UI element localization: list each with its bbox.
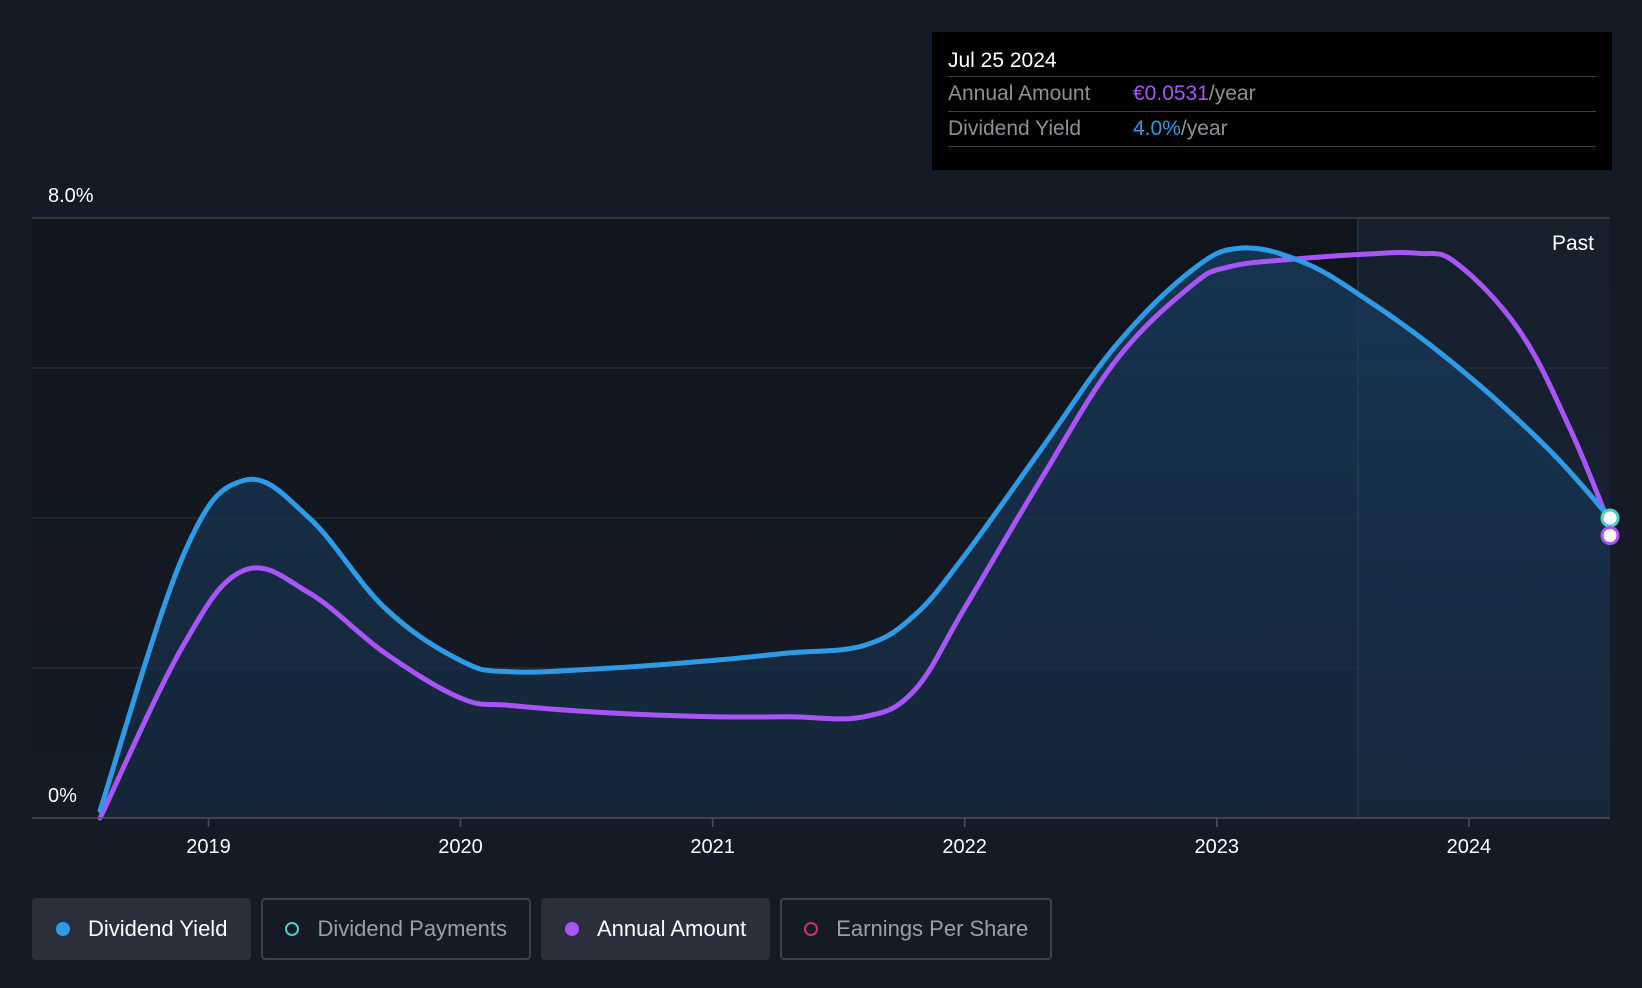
- x-tick-label: 2020: [438, 836, 483, 858]
- x-tick-label: 2023: [1195, 836, 1240, 858]
- legend-dividend-yield[interactable]: Dividend Yield: [32, 898, 252, 960]
- tooltip-unit: /year: [1180, 117, 1228, 140]
- tooltip-value: €0.0531: [1133, 82, 1209, 105]
- legend-annual-amount[interactable]: Annual Amount: [540, 898, 771, 960]
- y-tick-top: 8.0%: [48, 185, 94, 207]
- dividend-yield-end-marker: [1600, 508, 1620, 528]
- legend-label: Earnings Per Share: [836, 916, 1029, 941]
- dividend-yield-line: [97, 245, 1613, 813]
- tooltip-row-dividend-yield: Dividend Yield 4.0% /year: [948, 111, 1596, 147]
- y-tick-bottom: 0%: [48, 785, 77, 807]
- dividend-yield-area: [100, 247, 1611, 818]
- legend-label: Annual Amount: [596, 916, 747, 941]
- tooltip-label: Dividend Yield: [948, 117, 1082, 140]
- legend-label: Dividend Yield: [88, 916, 228, 941]
- legend-dividend-payments[interactable]: Dividend Payments: [261, 898, 531, 960]
- x-tick-label: 2021: [690, 836, 735, 858]
- legend-earnings-per-share[interactable]: Earnings Per Share: [780, 898, 1053, 960]
- tooltip-panel: Jul 25 2024 Annual Amount €0.0531 /year …: [932, 32, 1612, 170]
- tooltip-unit: /year: [1208, 82, 1256, 105]
- annual-amount-line: [97, 249, 1613, 821]
- legend-label: Dividend Payments: [317, 916, 507, 941]
- legend-dot-icon: [564, 922, 579, 936]
- annual-amount-end-marker: [1600, 526, 1620, 545]
- legend-dot-icon: [804, 922, 819, 936]
- x-tick-label: 2024: [1447, 836, 1492, 858]
- x-axis-ticks: 2019 2020 2021 2022 2023 2024: [186, 818, 1491, 858]
- tooltip-date: Jul 25 2024: [948, 49, 1057, 72]
- legend-dot-icon: [56, 922, 70, 936]
- legend: Dividend Yield Dividend Payments Annual …: [32, 898, 1062, 960]
- past-label: Past: [1552, 232, 1594, 255]
- x-tick-label: 2022: [942, 836, 987, 858]
- tooltip-label: Annual Amount: [948, 82, 1091, 105]
- tooltip-row-annual-amount: Annual Amount €0.0531 /year: [948, 76, 1596, 111]
- tooltip-value: 4.0%: [1133, 117, 1181, 140]
- x-tick-label: 2019: [186, 836, 231, 858]
- legend-dot-icon: [285, 922, 300, 936]
